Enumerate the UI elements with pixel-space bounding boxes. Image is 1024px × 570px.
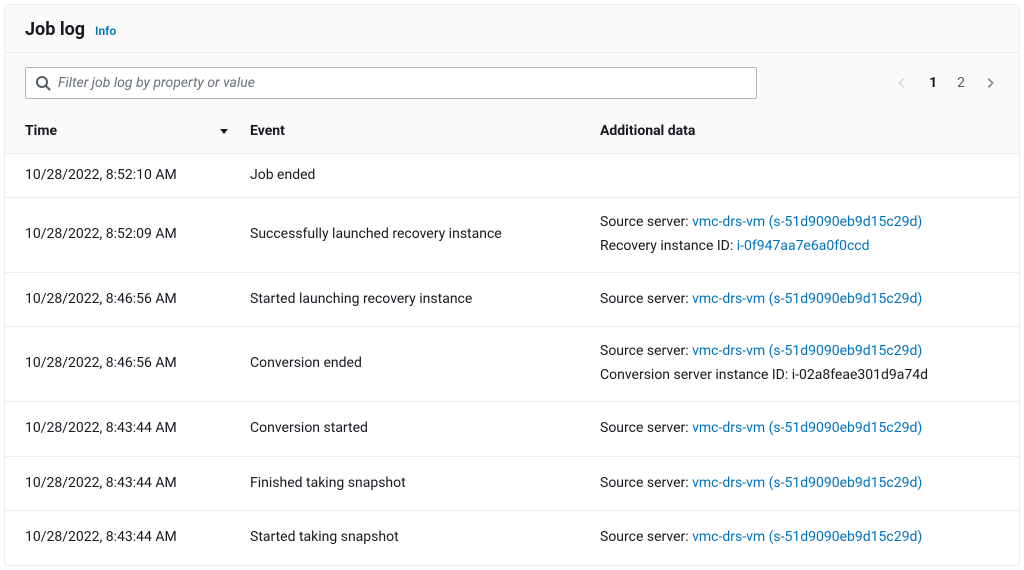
additional-line: Source server: vmc-drs-vm (s-51d9090eb9d…: [600, 289, 999, 311]
additional-line: Source server: vmc-drs-vm (s-51d9090eb9d…: [600, 473, 999, 495]
additional-line: Source server: vmc-drs-vm (s-51d9090eb9d…: [600, 418, 999, 440]
cell-additional: Source server: vmc-drs-vm (s-51d9090eb9d…: [580, 401, 1019, 456]
table-row: 10/28/2022, 8:46:56 AMConversion ended So…: [5, 327, 1019, 401]
additional-line: Source server: vmc-drs-vm (s-51d9090eb9d…: [600, 212, 999, 234]
additional-label: Source server:: [600, 529, 692, 545]
cell-additional: Source server: vmc-drs-vm (s-51d9090eb9d…: [580, 456, 1019, 511]
additional-link[interactable]: i-0f947aa7e6a0f0ccd: [737, 238, 870, 254]
table-row: 10/28/2022, 8:52:09 AMSuccessfully launc…: [5, 198, 1019, 272]
additional-label: Source server:: [600, 475, 692, 491]
cell-event: Conversion started: [230, 401, 580, 456]
table-row: 10/28/2022, 8:46:56 AMStarted launching …: [5, 272, 1019, 327]
cell-additional: [580, 154, 1019, 198]
additional-value: i-02a8feae301d9a74d: [792, 367, 928, 383]
additional-link[interactable]: vmc-drs-vm (s-51d9090eb9d15c29d): [692, 529, 922, 545]
cell-time: 10/28/2022, 8:43:44 AM: [5, 511, 230, 565]
cell-time: 10/28/2022, 8:43:44 AM: [5, 456, 230, 511]
pagination-next-icon[interactable]: [983, 75, 999, 91]
cell-time: 10/28/2022, 8:43:44 AM: [5, 401, 230, 456]
additional-label: Source server:: [600, 343, 692, 359]
job-log-panel: Job log Info 12: [4, 4, 1020, 566]
additional-label: Source server:: [600, 291, 692, 307]
job-log-table: Time Event Additional data 10/28/20: [5, 113, 1019, 565]
info-link[interactable]: Info: [95, 24, 116, 38]
cell-event: Started taking snapshot: [230, 511, 580, 565]
additional-label: Source server:: [600, 214, 692, 230]
additional-link[interactable]: vmc-drs-vm (s-51d9090eb9d15c29d): [692, 343, 922, 359]
cell-time: 10/28/2022, 8:52:09 AM: [5, 198, 230, 272]
cell-event: Conversion ended: [230, 327, 580, 401]
column-header-additional[interactable]: Additional data: [580, 113, 1019, 154]
table-row: 10/28/2022, 8:43:44 AMStarted taking sna…: [5, 511, 1019, 565]
additional-line: Source server: vmc-drs-vm (s-51d9090eb9d…: [600, 341, 999, 363]
additional-link[interactable]: vmc-drs-vm (s-51d9090eb9d15c29d): [692, 420, 922, 436]
additional-label: Conversion server instance ID:: [600, 367, 792, 383]
cell-additional: Source server: vmc-drs-vm (s-51d9090eb9d…: [580, 272, 1019, 327]
cell-event: Job ended: [230, 154, 580, 198]
column-header-event[interactable]: Event: [230, 113, 580, 154]
pagination-page[interactable]: 2: [955, 75, 967, 91]
pagination-prev-icon[interactable]: [895, 75, 911, 91]
additional-line: Conversion server instance ID: i-02a8fea…: [600, 365, 999, 387]
additional-label: Source server:: [600, 420, 692, 436]
cell-time: 10/28/2022, 8:46:56 AM: [5, 272, 230, 327]
additional-line: Recovery instance ID: i-0f947aa7e6a0f0cc…: [600, 236, 999, 258]
cell-additional: Source server: vmc-drs-vm (s-51d9090eb9d…: [580, 327, 1019, 401]
panel-title: Job log: [25, 19, 85, 40]
cell-event: Successfully launched recovery instance: [230, 198, 580, 272]
toolbar: 12: [5, 53, 1019, 113]
cell-additional: Source server: vmc-drs-vm (s-51d9090eb9d…: [580, 511, 1019, 565]
additional-label: Recovery instance ID:: [600, 238, 737, 254]
sort-desc-icon: [218, 125, 230, 137]
column-header-time[interactable]: Time: [5, 113, 230, 154]
column-label-additional: Additional data: [600, 123, 695, 139]
additional-link[interactable]: vmc-drs-vm (s-51d9090eb9d15c29d): [692, 475, 922, 491]
search-field-wrap: [25, 67, 757, 99]
table-row: 10/28/2022, 8:43:44 AMConversion started…: [5, 401, 1019, 456]
search-icon: [35, 75, 51, 91]
additional-link[interactable]: vmc-drs-vm (s-51d9090eb9d15c29d): [692, 214, 922, 230]
pagination-page[interactable]: 1: [927, 75, 939, 91]
cell-event: Started launching recovery instance: [230, 272, 580, 327]
cell-additional: Source server: vmc-drs-vm (s-51d9090eb9d…: [580, 198, 1019, 272]
cell-time: 10/28/2022, 8:46:56 AM: [5, 327, 230, 401]
search-input[interactable]: [25, 67, 757, 99]
column-label-time: Time: [25, 123, 57, 139]
cell-time: 10/28/2022, 8:52:10 AM: [5, 154, 230, 198]
pagination: 12: [895, 75, 999, 91]
table-row: 10/28/2022, 8:52:10 AMJob ended: [5, 154, 1019, 198]
additional-line: Source server: vmc-drs-vm (s-51d9090eb9d…: [600, 527, 999, 549]
cell-event: Finished taking snapshot: [230, 456, 580, 511]
table-row: 10/28/2022, 8:43:44 AMFinished taking sn…: [5, 456, 1019, 511]
column-label-event: Event: [250, 123, 285, 139]
panel-header: Job log Info: [5, 5, 1019, 53]
table-header-row: Time Event Additional data: [5, 113, 1019, 154]
additional-link[interactable]: vmc-drs-vm (s-51d9090eb9d15c29d): [692, 291, 922, 307]
